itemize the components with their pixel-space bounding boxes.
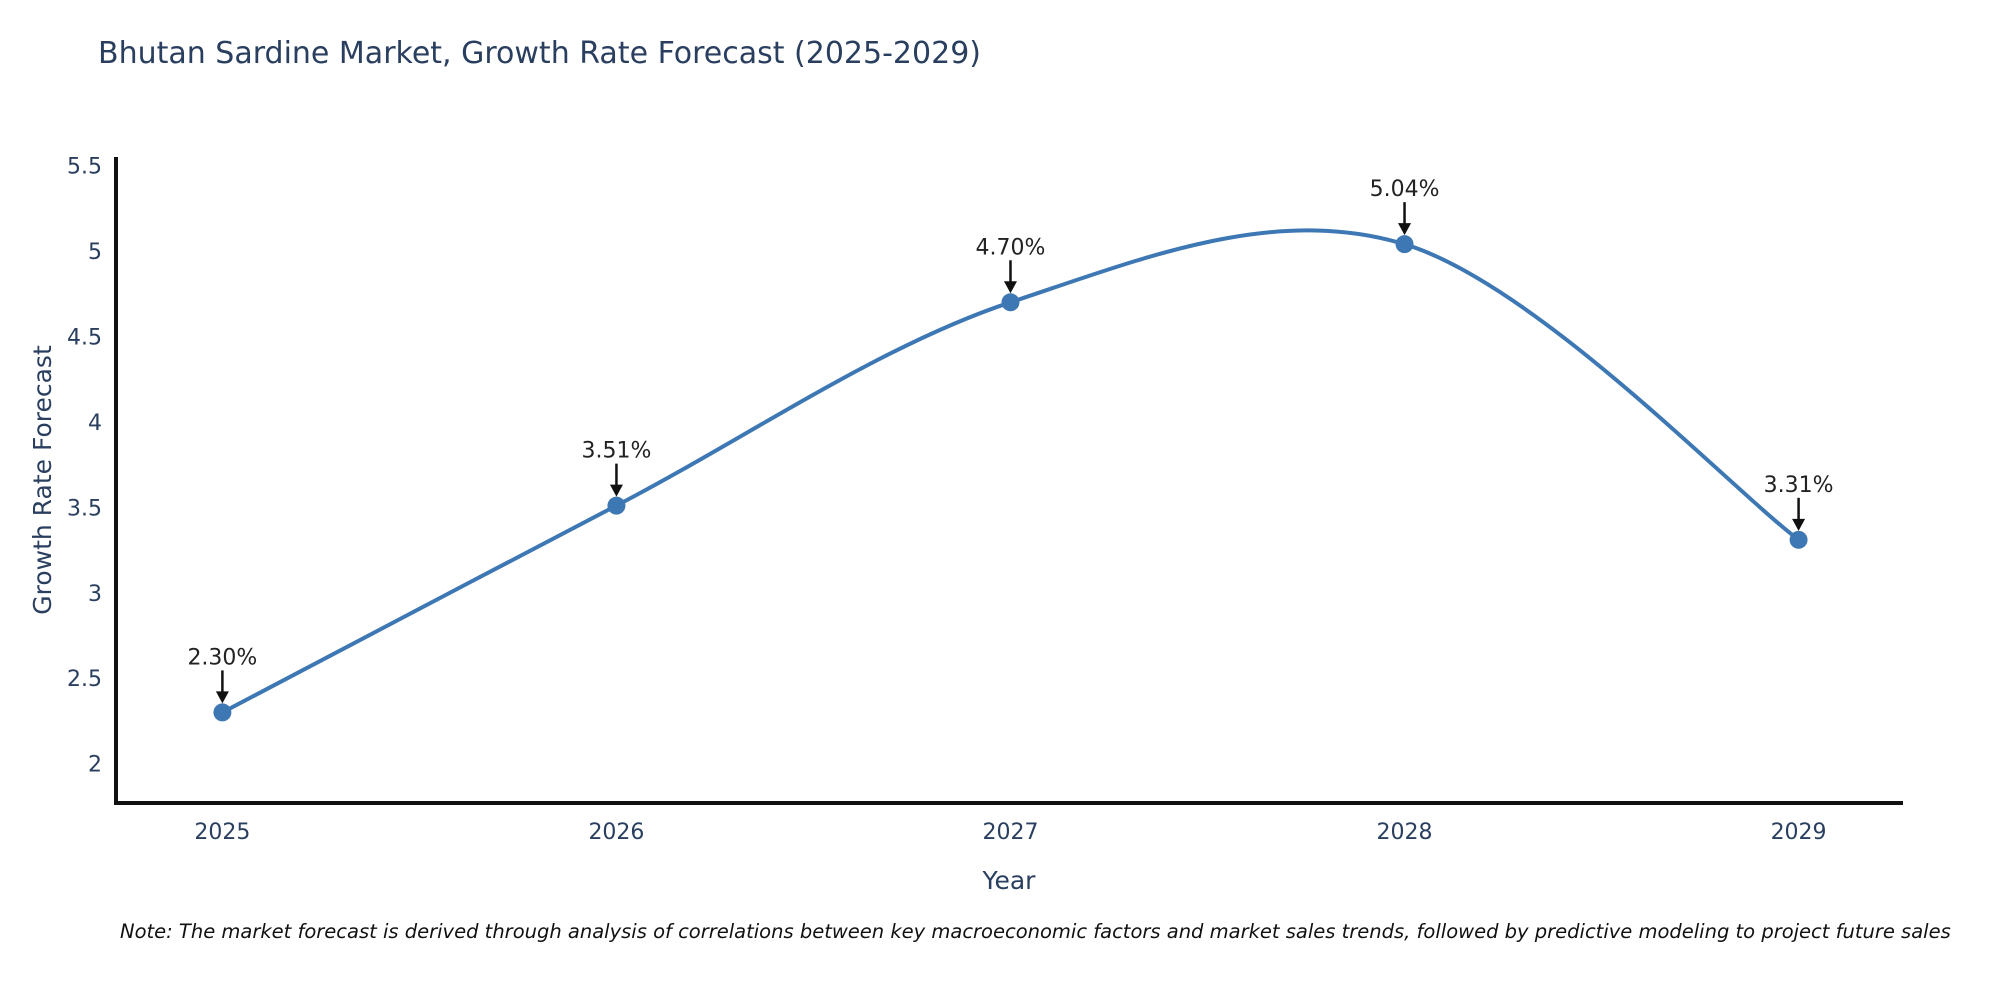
data-point-label: 3.51%	[581, 439, 651, 464]
y-axis-title-text: Growth Rate Forecast	[28, 345, 57, 615]
annotation-arrowhead	[1792, 518, 1806, 531]
x-tick-label: 2027	[982, 820, 1038, 845]
data-point-marker	[1001, 293, 1020, 312]
y-tick-label: 3	[88, 582, 102, 607]
data-point-marker	[213, 703, 232, 722]
y-tick-label: 5	[88, 240, 102, 265]
data-point-label: 5.04%	[1370, 177, 1440, 202]
data-point-marker	[607, 496, 626, 515]
annotation-arrowhead	[1398, 223, 1412, 236]
y-tick-label: 4	[88, 411, 102, 436]
y-tick-label: 4.5	[67, 325, 102, 350]
data-point-marker	[1395, 235, 1414, 254]
y-tick-label: 3.5	[67, 496, 102, 521]
footnote: Note: The market forecast is derived thr…	[120, 920, 1951, 943]
annotation-arrowhead	[215, 691, 229, 704]
x-tick-label: 2026	[588, 820, 644, 845]
annotation-arrowhead	[1003, 281, 1017, 294]
x-tick-label: 2025	[194, 820, 250, 845]
data-point-marker	[1789, 530, 1808, 549]
x-tick-label: 2029	[1771, 820, 1827, 845]
data-point-label: 3.31%	[1764, 473, 1834, 498]
x-axis-title: Year	[982, 866, 1036, 895]
data-point-label: 4.70%	[976, 235, 1046, 260]
data-point-label: 2.30%	[187, 645, 257, 670]
y-tick-label: 2.5	[67, 667, 102, 692]
x-tick-label: 2028	[1377, 820, 1433, 845]
y-tick-label: 2	[88, 753, 102, 778]
annotation-arrowhead	[609, 484, 623, 497]
y-tick-label: 5.5	[67, 155, 102, 180]
chart-title: Bhutan Sardine Market, Growth Rate Forec…	[98, 36, 981, 71]
